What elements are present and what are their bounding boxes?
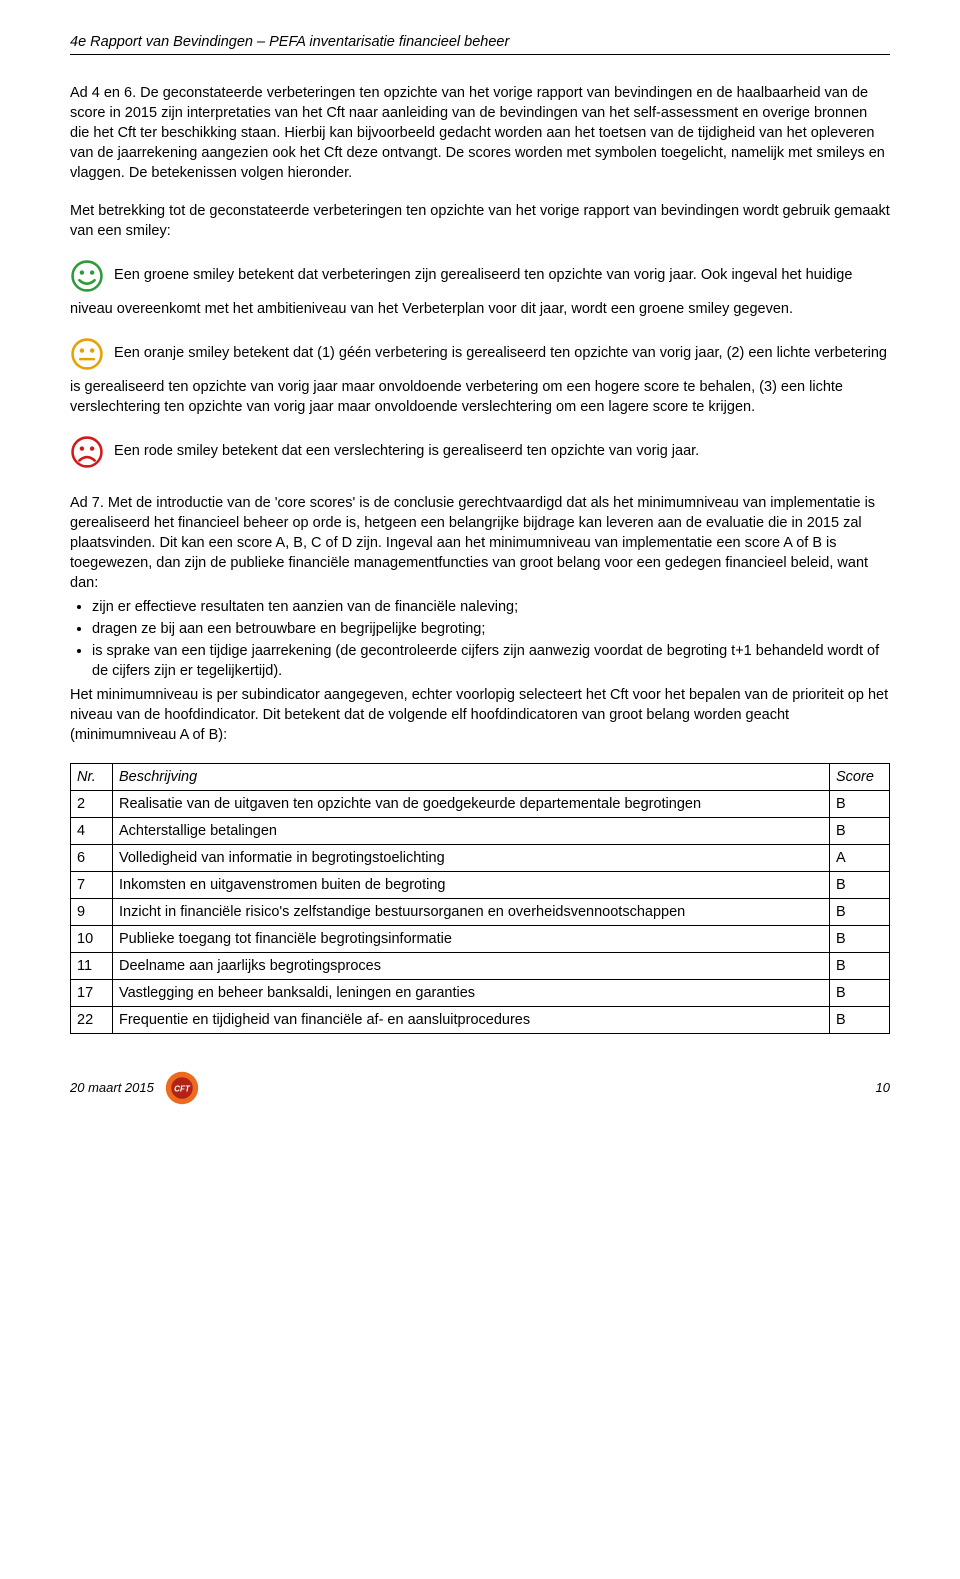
cell-nr: 9 xyxy=(71,899,113,926)
cell-nr: 6 xyxy=(71,845,113,872)
table-row: 10Publieke toegang tot financiële begrot… xyxy=(71,926,890,953)
smiley-orange-text: Een oranje smiley betekent dat (1) géén … xyxy=(70,345,887,415)
cell-nr: 11 xyxy=(71,953,113,980)
cell-nr: 22 xyxy=(71,1007,113,1034)
cell-nr: 10 xyxy=(71,926,113,953)
col-header-score: Score xyxy=(830,764,890,791)
score-table: Nr. Beschrijving Score 2Realisatie van d… xyxy=(70,763,890,1034)
smiley-happy-icon xyxy=(70,281,108,297)
footer-date: 20 maart 2015 xyxy=(70,1079,154,1097)
paragraph-smiley-intro: Met betrekking tot de geconstateerde ver… xyxy=(70,201,890,241)
cell-desc: Frequentie en tijdigheid van financiële … xyxy=(113,1007,830,1034)
cell-score: B xyxy=(830,926,890,953)
cell-desc: Realisatie van de uitgaven ten opzichte … xyxy=(113,791,830,818)
svg-text:CFT: CFT xyxy=(174,1085,191,1094)
smiley-green-block: Een groene smiley betekent dat verbeteri… xyxy=(70,259,890,319)
page-footer: 20 maart 2015 CFT 10 xyxy=(70,1070,890,1106)
table-row: 4Achterstallige betalingenB xyxy=(71,818,890,845)
table-row: 6Volledigheid van informatie in begrotin… xyxy=(71,845,890,872)
cell-score: B xyxy=(830,899,890,926)
smiley-green-text: Een groene smiley betekent dat verbeteri… xyxy=(70,267,852,317)
cell-score: B xyxy=(830,818,890,845)
cell-score: B xyxy=(830,791,890,818)
footer-page-number: 10 xyxy=(876,1079,890,1097)
cell-score: B xyxy=(830,953,890,980)
table-row: 9Inzicht in financiële risico's zelfstan… xyxy=(71,899,890,926)
cft-logo-icon: CFT xyxy=(164,1070,200,1106)
cell-nr: 7 xyxy=(71,872,113,899)
paragraph-ad7-a: Ad 7. Met de introductie van de 'core sc… xyxy=(70,493,890,593)
smiley-red-text: Een rode smiley betekent dat een verslec… xyxy=(114,443,699,459)
table-row: 11Deelname aan jaarlijks begrotingsproce… xyxy=(71,953,890,980)
cell-desc: Deelname aan jaarlijks begrotingsproces xyxy=(113,953,830,980)
col-header-desc: Beschrijving xyxy=(113,764,830,791)
smiley-sad-icon xyxy=(70,457,108,473)
cell-desc: Volledigheid van informatie in begroting… xyxy=(113,845,830,872)
list-item: is sprake van een tijdige jaarrekening (… xyxy=(92,641,890,681)
cell-score: B xyxy=(830,980,890,1007)
paragraph-ad46: Ad 4 en 6. De geconstateerde verbetering… xyxy=(70,83,890,183)
smiley-orange-block: Een oranje smiley betekent dat (1) géén … xyxy=(70,337,890,417)
cell-score: A xyxy=(830,845,890,872)
smiley-red-block: Een rode smiley betekent dat een verslec… xyxy=(70,435,890,475)
list-item: zijn er effectieve resultaten ten aanzie… xyxy=(92,597,890,617)
cell-desc: Inzicht in financiële risico's zelfstand… xyxy=(113,899,830,926)
cell-score: B xyxy=(830,872,890,899)
table-row: 17Vastlegging en beheer banksaldi, lenin… xyxy=(71,980,890,1007)
table-row: 7Inkomsten en uitgavenstromen buiten de … xyxy=(71,872,890,899)
table-row: 22Frequentie en tijdigheid van financiël… xyxy=(71,1007,890,1034)
cell-desc: Inkomsten en uitgavenstromen buiten de b… xyxy=(113,872,830,899)
cell-nr: 4 xyxy=(71,818,113,845)
table-header-row: Nr. Beschrijving Score xyxy=(71,764,890,791)
page-header-title: 4e Rapport van Bevindingen – PEFA invent… xyxy=(70,32,890,55)
list-item: dragen ze bij aan een betrouwbare en beg… xyxy=(92,619,890,639)
col-header-nr: Nr. xyxy=(71,764,113,791)
cell-desc: Achterstallige betalingen xyxy=(113,818,830,845)
cell-desc: Vastlegging en beheer banksaldi, leninge… xyxy=(113,980,830,1007)
bullet-list: zijn er effectieve resultaten ten aanzie… xyxy=(92,597,890,681)
paragraph-ad7-b: Het minimumniveau is per subindicator aa… xyxy=(70,685,890,745)
table-row: 2Realisatie van de uitgaven ten opzichte… xyxy=(71,791,890,818)
cell-score: B xyxy=(830,1007,890,1034)
cell-nr: 2 xyxy=(71,791,113,818)
cell-nr: 17 xyxy=(71,980,113,1007)
smiley-neutral-icon xyxy=(70,359,108,375)
cell-desc: Publieke toegang tot financiële begrotin… xyxy=(113,926,830,953)
